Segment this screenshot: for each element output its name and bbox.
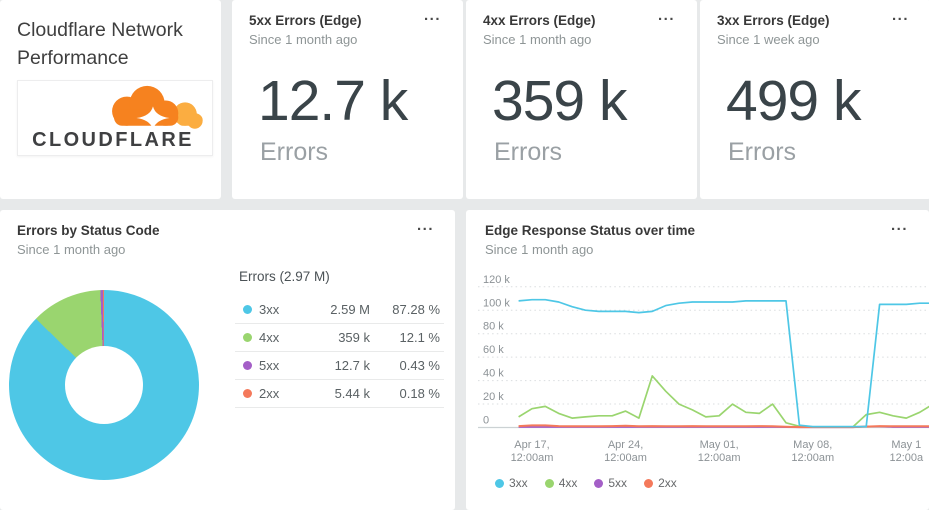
legend-label: 2xx xyxy=(658,476,677,490)
y-axis-label: 0 xyxy=(483,415,489,427)
series-color-dot xyxy=(243,361,252,370)
cloudflare-logo-image: CLOUDFLARE xyxy=(32,85,203,151)
metric-unit-label: Errors xyxy=(728,138,797,166)
y-axis-label: 120 k xyxy=(483,274,510,286)
pie-card-title: Errors by Status Code xyxy=(17,223,160,238)
donut-hole xyxy=(65,346,143,424)
metric-card: 5xx Errors (Edge) Since 1 month ago ... … xyxy=(232,0,463,199)
metric-value: 359 k xyxy=(492,69,627,133)
metric-card-title: 5xx Errors (Edge) xyxy=(249,13,362,28)
card-menu-button[interactable]: ... xyxy=(891,7,909,24)
series-line-5xx xyxy=(518,425,929,429)
legend-item-4xx[interactable]: 4xx xyxy=(544,476,578,490)
pie-table-header: Errors (2.97 M) xyxy=(239,269,330,284)
dashboard-title: Cloudflare Network Performance xyxy=(17,19,183,69)
series-percent: 12.1 % xyxy=(399,330,440,345)
series-value: 359 k xyxy=(338,330,370,345)
pie-legend-row[interactable]: 5xx 12.7 k 0.43 % xyxy=(235,352,444,380)
series-line-3xx xyxy=(518,298,929,428)
card-menu-button[interactable]: ... xyxy=(890,217,908,234)
series-line-2xx xyxy=(518,424,929,429)
x-axis-label: May 08, 12:00am xyxy=(791,439,835,464)
series-percent: 0.43 % xyxy=(399,358,440,373)
series-label: 2xx xyxy=(259,386,280,401)
line-chart-card: Edge Response Status over time Since 1 m… xyxy=(466,210,929,510)
y-axis-label: 80 k xyxy=(483,321,504,333)
legend-item-2xx[interactable]: 2xx xyxy=(644,476,677,490)
legend-label: 5xx xyxy=(608,476,628,490)
line-card-subtitle: Since 1 month ago xyxy=(485,242,594,257)
card-menu-button[interactable]: ... xyxy=(423,7,441,24)
series-color-dot xyxy=(644,478,654,488)
y-axis-label: 100 k xyxy=(483,297,510,309)
x-axis-label: May 01, 12:00am xyxy=(697,439,741,464)
pie-legend-table: 3xx 2.59 M 87.28 % 4xx 359 k 12.1 % 5xx … xyxy=(235,296,444,408)
metric-card-subtitle: Since 1 week ago xyxy=(717,32,820,47)
series-value: 12.7 k xyxy=(334,358,370,373)
series-line-4xx xyxy=(518,375,929,428)
metric-card: 4xx Errors (Edge) Since 1 month ago ... … xyxy=(466,0,697,199)
pie-card-subtitle: Since 1 month ago xyxy=(17,242,126,257)
card-menu-button[interactable]: ... xyxy=(416,217,434,234)
series-label: 3xx xyxy=(259,302,280,317)
card-menu-button[interactable]: ... xyxy=(657,7,675,24)
series-label: 4xx xyxy=(259,330,280,345)
metric-unit-label: Errors xyxy=(260,138,329,166)
y-axis-label: 20 k xyxy=(483,391,504,403)
series-color-dot xyxy=(243,305,252,314)
series-percent: 0.18 % xyxy=(399,386,440,401)
y-axis-label: 40 k xyxy=(483,368,504,380)
series-label: 5xx xyxy=(259,358,280,373)
metric-card: 3xx Errors (Edge) Since 1 week ago ... 4… xyxy=(700,0,929,199)
metric-card-title: 4xx Errors (Edge) xyxy=(483,13,596,28)
x-axis-label: Apr 24, 12:00am xyxy=(604,439,647,464)
y-axis-label: 60 k xyxy=(483,344,504,356)
legend-label: 3xx xyxy=(509,476,528,490)
series-color-dot xyxy=(243,333,252,342)
pie-legend-row[interactable]: 3xx 2.59 M 87.28 % xyxy=(235,296,444,324)
series-color-dot xyxy=(594,478,604,488)
donut-chart[interactable] xyxy=(9,290,199,480)
metric-value: 499 k xyxy=(726,69,861,133)
metric-value: 12.7 k xyxy=(258,69,408,133)
metric-unit-label: Errors xyxy=(494,138,563,166)
series-value: 5.44 k xyxy=(334,386,370,401)
cloudflare-logo: CLOUDFLARE xyxy=(17,80,213,156)
x-axis-label: Apr 17, 12:00am xyxy=(510,439,554,464)
x-axis-label: May 1 12:00a xyxy=(889,439,924,464)
cloudflare-cloud-icon xyxy=(112,85,203,130)
pie-legend-row[interactable]: 2xx 5.44 k 0.18 % xyxy=(235,380,444,408)
pie-chart-card: Errors by Status Code Since 1 month ago … xyxy=(0,210,455,510)
series-value: 2.59 M xyxy=(330,302,370,317)
header-card: Cloudflare Network Performance CLOUDFLAR… xyxy=(0,0,221,199)
metric-card-title: 3xx Errors (Edge) xyxy=(717,13,830,28)
series-percent: 87.28 % xyxy=(392,302,440,317)
line-chart-legend: 3xx 4xx 5xx 2xx xyxy=(495,476,677,490)
series-color-dot xyxy=(495,478,504,488)
legend-item-5xx[interactable]: 5xx xyxy=(594,476,627,490)
cloudflare-wordmark: CLOUDFLARE xyxy=(32,129,194,151)
pie-legend-row[interactable]: 4xx 359 k 12.1 % xyxy=(235,324,444,352)
legend-label: 4xx xyxy=(558,476,578,490)
legend-item-3xx[interactable]: 3xx xyxy=(495,476,528,490)
series-color-dot xyxy=(544,478,554,488)
metric-card-subtitle: Since 1 month ago xyxy=(249,32,358,47)
metric-card-subtitle: Since 1 month ago xyxy=(483,32,592,47)
series-color-dot xyxy=(243,389,252,398)
line-card-title: Edge Response Status over time xyxy=(485,223,696,238)
